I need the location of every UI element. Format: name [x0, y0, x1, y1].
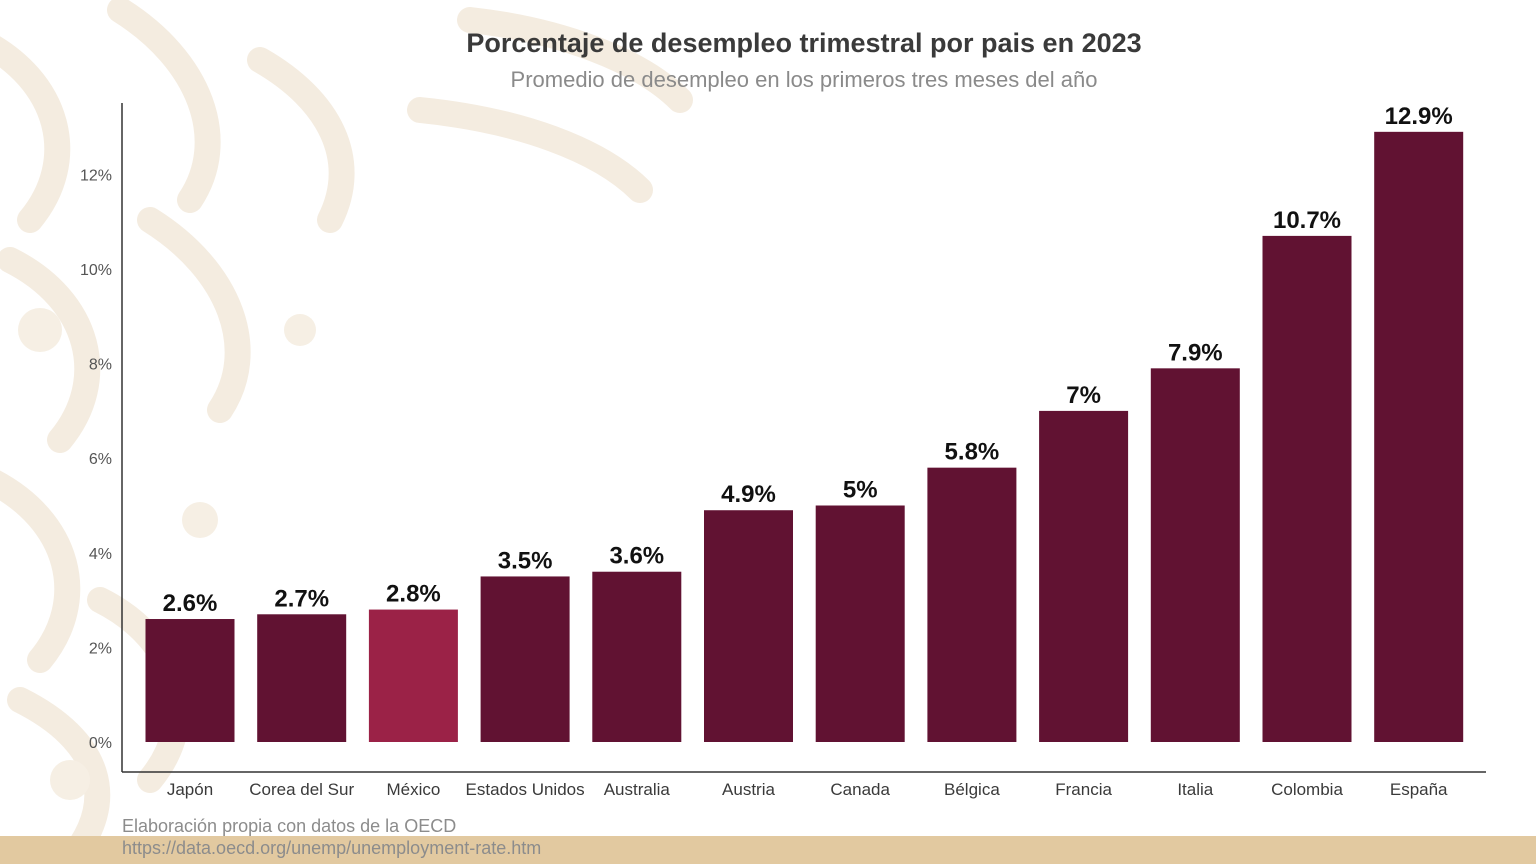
bar-value-label: 5.8%	[945, 439, 1000, 466]
bar	[1262, 235, 1352, 742]
bar	[704, 510, 793, 742]
bar	[927, 467, 1017, 742]
bar-value-label: 7%	[1066, 382, 1101, 409]
x-tick-label: Japón	[167, 780, 213, 799]
bar	[815, 505, 905, 742]
bar	[1039, 410, 1129, 742]
bar-value-label: 4.9%	[721, 481, 776, 508]
x-tick-label: Bélgica	[944, 780, 1000, 799]
y-tick-label: 2%	[89, 640, 112, 657]
chart-subtitle: Promedio de desempleo en los primeros tr…	[510, 67, 1098, 92]
bar-value-label: 2.6%	[163, 590, 218, 617]
bar-value-label: 10.7%	[1273, 207, 1341, 234]
bar-value-label: 7.9%	[1168, 339, 1223, 366]
x-tick-label: Francia	[1055, 780, 1112, 799]
y-tick-label: 6%	[89, 451, 112, 468]
bar-value-label: 2.8%	[386, 581, 441, 608]
source-text: Elaboración propia con datos de la OECD	[122, 816, 457, 836]
x-tick-label: Canada	[830, 780, 890, 799]
footer-band	[0, 836, 1536, 864]
x-tick-label: Estados Unidos	[466, 780, 585, 799]
bar	[1150, 368, 1240, 742]
x-tick-label: Australia	[604, 780, 671, 799]
bar	[145, 619, 235, 742]
x-tick-label: México	[386, 780, 440, 799]
x-tick-label: Corea del Sur	[249, 780, 354, 799]
y-tick-label: 0%	[89, 735, 112, 752]
x-tick-label: España	[1390, 780, 1448, 799]
y-tick-label: 8%	[89, 357, 112, 374]
bar	[257, 614, 347, 742]
bar-value-label: 12.9%	[1385, 103, 1453, 130]
source-url[interactable]: https://data.oecd.org/unemp/unemployment…	[122, 838, 542, 858]
x-tick-label: Colombia	[1271, 780, 1343, 799]
bar-value-label: 3.5%	[498, 547, 553, 574]
y-tick-label: 12%	[80, 167, 112, 184]
bar	[368, 609, 458, 742]
x-tick-label: Italia	[1177, 780, 1213, 799]
x-tick-label: Austria	[722, 780, 775, 799]
bar	[480, 576, 570, 742]
y-tick-label: 10%	[80, 262, 112, 279]
bar-value-label: 2.7%	[274, 585, 329, 612]
bar-value-label: 3.6%	[609, 543, 664, 570]
bar-value-label: 5%	[843, 477, 878, 504]
chart-title: Porcentaje de desempleo trimestral por p…	[466, 28, 1142, 58]
bar	[1374, 131, 1464, 742]
y-tick-label: 4%	[89, 546, 112, 563]
bar	[592, 571, 682, 742]
